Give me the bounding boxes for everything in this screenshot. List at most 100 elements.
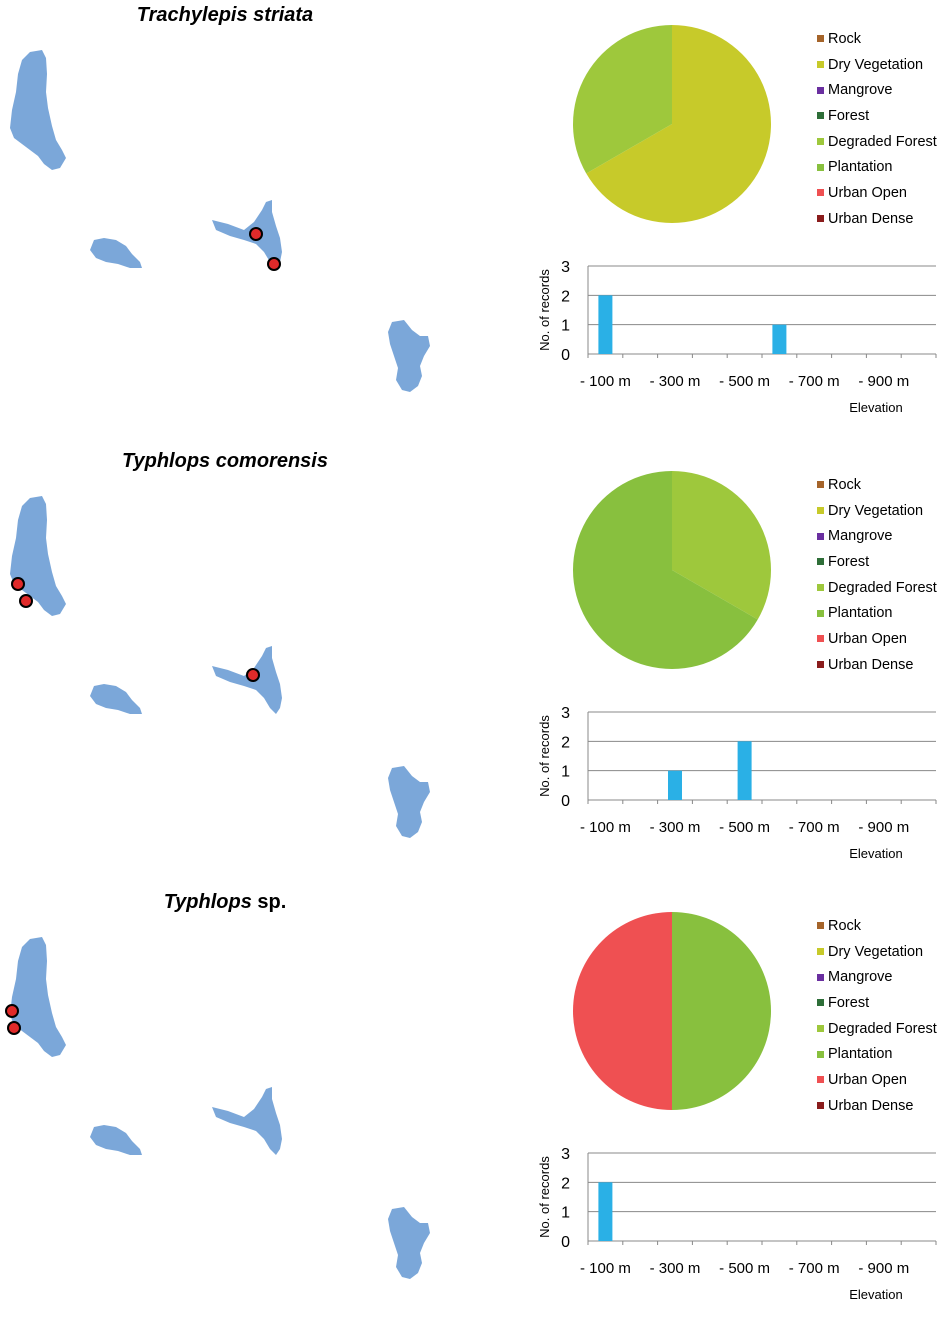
legend-swatch (817, 61, 824, 69)
legend-item: Urban Dense (817, 1093, 937, 1119)
habitat-legend: Rock Dry Vegetation Mangrove Forest Degraded… (817, 26, 937, 232)
island-moheli (90, 1125, 142, 1155)
legend-swatch (817, 973, 824, 981)
elevation-bar-chart: 0 1 2 3 - 100 m - 300 m - 500 m - 700 m - 900 m N… (537, 1146, 937, 1302)
legend-label: Rock (828, 30, 862, 47)
record-marker (11, 577, 25, 591)
legend-label: Forest (828, 107, 870, 124)
legend-item: Degraded Forest (817, 129, 937, 155)
habitat-pie-chart (573, 471, 771, 669)
legend-item: Forest (817, 990, 937, 1016)
record-marker (19, 594, 33, 608)
legend-swatch (817, 1025, 824, 1033)
x-tick-label: - 100 m (580, 1260, 631, 1277)
legend-label: Degraded Forest (828, 1020, 937, 1037)
legend-label: Plantation (828, 605, 893, 622)
legend-label: Plantation (828, 1046, 893, 1063)
island-grande-comore (10, 496, 66, 616)
x-tick-label: - 100 m (580, 373, 631, 390)
record-marker (267, 257, 281, 271)
species-title: Typhlops comorensis (0, 450, 450, 473)
y-tick-label: 1 (561, 764, 570, 781)
legend-item: Rock (817, 26, 937, 52)
legend-swatch (817, 138, 824, 146)
distribution-map (5, 937, 430, 1279)
x-tick-label: - 900 m (858, 1260, 909, 1277)
legend-item: Urban Dense (817, 206, 937, 232)
island-moheli (90, 684, 142, 714)
x-tick-label: - 700 m (789, 1260, 840, 1277)
legend-label: Urban Dense (828, 210, 914, 227)
legend-item: Plantation (817, 1041, 937, 1067)
legend-swatch (817, 661, 824, 669)
y-tick-label: 0 (561, 1234, 570, 1251)
pie-slice-degraded-forest (573, 25, 672, 174)
legend-swatch (817, 1050, 824, 1058)
habitat-legend: Rock Dry Vegetation Mangrove Forest Degraded… (817, 472, 937, 678)
legend-item: Plantation (817, 154, 937, 180)
elevation-bar-chart: 0 1 2 3 - 100 m - 300 m - 500 m - 700 m - 900 m N… (537, 259, 937, 415)
legend-label: Urban Open (828, 184, 907, 201)
island-anjouan (212, 200, 282, 268)
legend-swatch (817, 86, 824, 94)
elevation-bar (598, 295, 613, 354)
legend-swatch (817, 584, 824, 592)
legend-swatch (817, 189, 824, 197)
x-tick-label: - 700 m (789, 373, 840, 390)
legend-label: Rock (828, 476, 862, 493)
pie-slice-plantation (573, 471, 758, 669)
legend-item: Forest (817, 549, 937, 575)
y-tick-label: 3 (561, 1146, 570, 1163)
species-suffix: sp. (251, 891, 287, 913)
island-mayotte (388, 766, 430, 838)
island-grande-comore (10, 937, 66, 1057)
legend-swatch (817, 635, 824, 643)
legend-item: Dry Vegetation (817, 52, 937, 78)
legend-label: Mangrove (828, 969, 893, 986)
legend-swatch (817, 532, 824, 540)
x-tick-label: - 100 m (580, 819, 631, 836)
elevation-bar-chart: 0 1 2 3 - 100 m - 300 m - 500 m - 700 m - 900 m N… (537, 705, 937, 861)
y-tick-label: 2 (561, 1175, 570, 1192)
legend-label: Degraded Forest (828, 133, 937, 150)
legend-label: Urban Open (828, 630, 907, 647)
legend-item: Mangrove (817, 964, 937, 990)
legend-swatch (817, 163, 824, 171)
legend-item: Urban Dense (817, 652, 937, 678)
y-tick-label: 2 (561, 288, 570, 305)
legend-swatch (817, 507, 824, 515)
distribution-map (10, 50, 430, 392)
record-marker (5, 1004, 19, 1018)
species-panel: Trachylepis striata Rock Dry Vegetation Man… (0, 0, 948, 440)
island-moheli (90, 238, 142, 268)
legend-swatch (817, 35, 824, 43)
legend-item: Urban Open (817, 626, 937, 652)
y-axis-label: No. of records (537, 715, 552, 797)
legend-item: Urban Open (817, 180, 937, 206)
habitat-pie-chart (573, 912, 771, 1110)
record-marker (249, 227, 263, 241)
legend-item: Dry Vegetation (817, 939, 937, 965)
legend-swatch (817, 112, 824, 120)
legend-item: Mangrove (817, 77, 937, 103)
legend-label: Urban Dense (828, 656, 914, 673)
legend-swatch (817, 558, 824, 566)
distribution-map (10, 496, 430, 838)
legend-label: Urban Open (828, 1071, 907, 1088)
legend-label: Urban Dense (828, 1097, 914, 1114)
legend-swatch (817, 215, 824, 223)
legend-item: Degraded Forest (817, 575, 937, 601)
elevation-bar (668, 770, 682, 800)
x-tick-label: - 700 m (789, 819, 840, 836)
legend-label: Mangrove (828, 82, 893, 99)
pie-slice-degraded-forest (672, 471, 771, 620)
legend-item: Dry Vegetation (817, 498, 937, 524)
legend-label: Rock (828, 917, 862, 934)
legend-swatch (817, 609, 824, 617)
x-axis-label: Elevation (849, 1287, 902, 1302)
pie-slice-dry-vegetation (586, 25, 771, 223)
x-tick-label: - 300 m (650, 373, 701, 390)
record-marker (246, 668, 260, 682)
y-tick-label: 3 (561, 259, 570, 276)
x-tick-label: - 900 m (858, 373, 909, 390)
